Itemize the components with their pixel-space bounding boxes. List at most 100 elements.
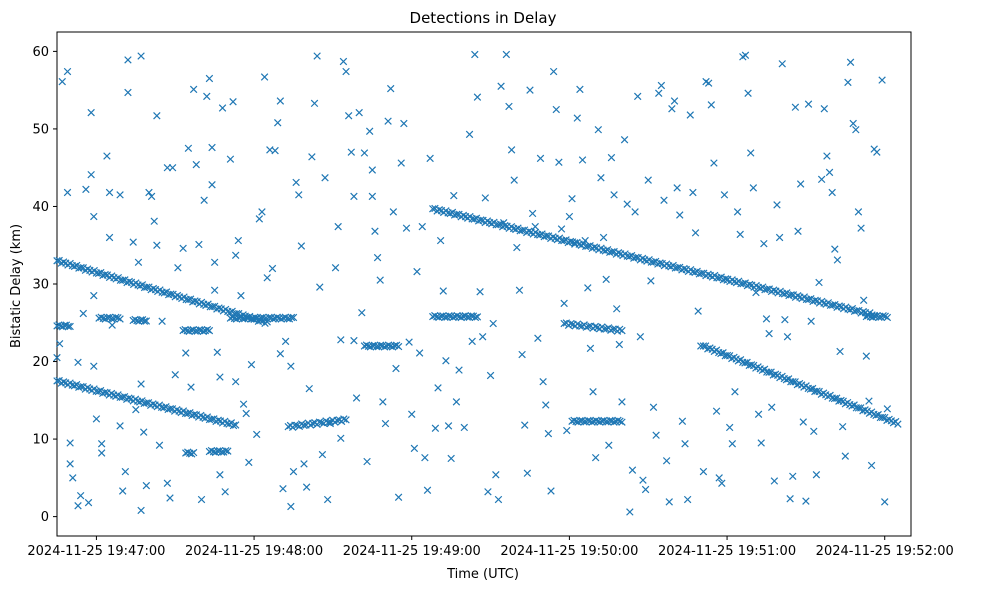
data-point bbox=[715, 474, 723, 482]
data-point bbox=[794, 227, 802, 235]
data-point bbox=[118, 487, 127, 495]
data-point bbox=[431, 311, 439, 320]
data-point bbox=[865, 409, 874, 418]
data-point bbox=[510, 176, 518, 184]
data-point bbox=[536, 154, 545, 163]
data-point bbox=[103, 313, 112, 322]
data-point bbox=[112, 275, 120, 283]
data-point bbox=[859, 296, 868, 305]
data-point bbox=[823, 152, 831, 160]
data-point bbox=[837, 396, 845, 405]
data-point bbox=[149, 284, 158, 293]
data-point bbox=[494, 495, 503, 504]
data-point bbox=[224, 447, 232, 455]
x-axis-ticks: 2024-11-25 19:47:00 2024-11-25 19:48:00 20… bbox=[27, 536, 954, 559]
data-point bbox=[124, 56, 132, 64]
data-point bbox=[463, 313, 472, 321]
data-point bbox=[712, 407, 721, 415]
data-point bbox=[103, 152, 111, 160]
data-point bbox=[835, 302, 843, 310]
data-point bbox=[871, 312, 879, 320]
data-point bbox=[107, 315, 116, 323]
data-point bbox=[731, 388, 739, 396]
data-point bbox=[355, 108, 363, 117]
data-point bbox=[92, 415, 101, 423]
data-point bbox=[316, 283, 324, 291]
data-point bbox=[518, 350, 526, 359]
data-point bbox=[859, 307, 868, 316]
data-point bbox=[765, 368, 773, 377]
data-point bbox=[639, 476, 647, 484]
data-point bbox=[867, 461, 876, 470]
data-point bbox=[710, 159, 718, 167]
data-point bbox=[197, 495, 206, 504]
data-point bbox=[129, 238, 137, 246]
data-point bbox=[662, 457, 671, 465]
data-point bbox=[848, 402, 856, 410]
data-point bbox=[776, 373, 784, 382]
data-point bbox=[878, 413, 887, 422]
data-point bbox=[392, 364, 400, 373]
data-point bbox=[739, 279, 747, 288]
data-point bbox=[269, 315, 277, 323]
data-point bbox=[331, 263, 340, 272]
data-point bbox=[302, 483, 311, 491]
data-point bbox=[315, 418, 324, 426]
data-point bbox=[342, 416, 350, 424]
data-point bbox=[831, 245, 839, 253]
data-point bbox=[567, 319, 575, 328]
data-point bbox=[384, 341, 393, 349]
data-point bbox=[205, 326, 214, 335]
data-point bbox=[90, 362, 98, 370]
data-point bbox=[815, 278, 823, 287]
data-point bbox=[547, 487, 555, 495]
data-point bbox=[317, 418, 326, 427]
data-point bbox=[591, 322, 599, 331]
data-point bbox=[446, 209, 454, 218]
data-point bbox=[754, 410, 763, 418]
data-point bbox=[83, 383, 92, 392]
data-point bbox=[699, 467, 708, 476]
data-point bbox=[864, 311, 873, 320]
data-point bbox=[549, 67, 558, 76]
data-point bbox=[723, 276, 731, 284]
data-point bbox=[460, 423, 469, 432]
data-point bbox=[691, 268, 699, 277]
data-point bbox=[210, 286, 219, 294]
data-point bbox=[526, 86, 534, 94]
data-point bbox=[453, 311, 461, 320]
data-point bbox=[741, 359, 749, 367]
data-point bbox=[780, 290, 789, 298]
data-point bbox=[368, 192, 377, 201]
data-point bbox=[450, 191, 458, 200]
data-point bbox=[372, 342, 381, 351]
data-point bbox=[53, 377, 61, 385]
data-point bbox=[431, 424, 440, 432]
data-point bbox=[631, 208, 639, 216]
data-point bbox=[195, 240, 203, 249]
data-point bbox=[350, 192, 358, 201]
data-point bbox=[287, 313, 296, 322]
data-point bbox=[205, 74, 214, 83]
data-point bbox=[140, 317, 149, 325]
data-point bbox=[515, 286, 524, 294]
data-point bbox=[439, 287, 447, 295]
data-point bbox=[289, 313, 298, 322]
data-point bbox=[670, 97, 679, 105]
data-point bbox=[481, 194, 490, 202]
data-point bbox=[507, 146, 516, 154]
data-point bbox=[295, 191, 303, 199]
data-point bbox=[191, 297, 199, 305]
data-point bbox=[652, 431, 660, 439]
data-point bbox=[234, 236, 243, 245]
data-point bbox=[410, 444, 419, 453]
data-point bbox=[849, 119, 857, 128]
data-point bbox=[557, 225, 566, 233]
data-point bbox=[134, 258, 143, 267]
data-point bbox=[189, 85, 198, 94]
data-point bbox=[786, 495, 794, 503]
data-point bbox=[231, 377, 240, 386]
data-point bbox=[434, 384, 442, 392]
data-point bbox=[773, 201, 781, 209]
data-point bbox=[163, 163, 172, 172]
